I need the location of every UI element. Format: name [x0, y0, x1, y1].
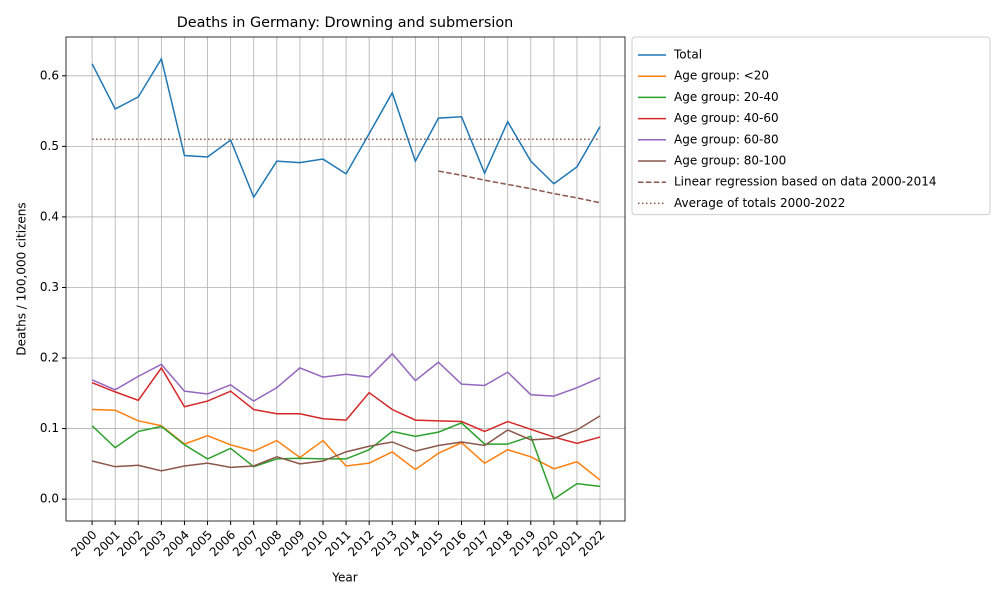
line-series: [91, 56, 601, 199]
y-tick-label: 0.0: [40, 492, 59, 506]
plot-frame: [65, 36, 626, 522]
x-tick-label: 2016: [438, 528, 469, 559]
y-tick-label: 0.5: [40, 139, 59, 153]
y-tick-label: 0.4: [40, 209, 59, 223]
y-axis-label: Deaths / 100,000 citizens: [15, 202, 29, 355]
legend-label: Average of totals 2000-2022: [674, 196, 845, 210]
legend-label: Age group: 60-80: [674, 132, 779, 146]
x-tick-label: 2020: [530, 528, 561, 559]
x-tick-label: 2015: [415, 528, 446, 559]
legend-label: Linear regression based on data 2000-201…: [674, 175, 936, 189]
legend-label: Age group: 80-100: [674, 154, 786, 168]
x-tick-label: 2002: [114, 528, 145, 559]
legend-label: Age group: 20-40: [674, 90, 779, 104]
x-tick-label: 2013: [368, 528, 399, 559]
x-tick-label: 2008: [253, 528, 284, 559]
x-tick-label: 2014: [391, 528, 422, 559]
chart-title: Deaths in Germany: Drowning and submersi…: [177, 15, 514, 31]
x-tick-label: 2019: [507, 528, 538, 559]
legend-label: Age group: 40-60: [674, 111, 779, 125]
line-series: [91, 422, 601, 501]
y-tick-label: 0.2: [40, 351, 59, 365]
line-series: [91, 352, 601, 402]
x-tick-label: 2003: [137, 528, 168, 559]
x-tick-label: 2017: [461, 528, 492, 559]
legend-label: Age group: <20: [674, 69, 769, 83]
line-series: [91, 415, 601, 472]
x-tick-label: 2010: [299, 528, 330, 559]
line-series: [438, 170, 601, 204]
x-tick-label: 2021: [553, 528, 584, 559]
x-tick-label: 2001: [91, 528, 122, 559]
legend-label: Total: [673, 48, 702, 62]
x-tick-label: 2007: [230, 528, 261, 559]
y-tick-label: 0.6: [40, 68, 59, 82]
y-tick-label: 0.3: [40, 280, 59, 294]
x-tick-label: 2000: [68, 528, 99, 559]
x-axis-label: Year: [331, 571, 357, 585]
x-tick-label: 2009: [276, 528, 307, 559]
x-tick-label: 2005: [184, 528, 215, 559]
y-tick-label: 0.1: [40, 421, 59, 435]
x-tick-label: 2006: [207, 528, 238, 559]
x-tick-label: 2012: [345, 528, 376, 559]
legend-box: [631, 36, 991, 216]
x-tick-label: 2022: [576, 528, 607, 559]
line-series: [91, 366, 601, 445]
x-tick-label: 2011: [322, 528, 353, 559]
x-tick-label: 2004: [161, 528, 192, 559]
x-tick-label: 2018: [484, 528, 515, 559]
